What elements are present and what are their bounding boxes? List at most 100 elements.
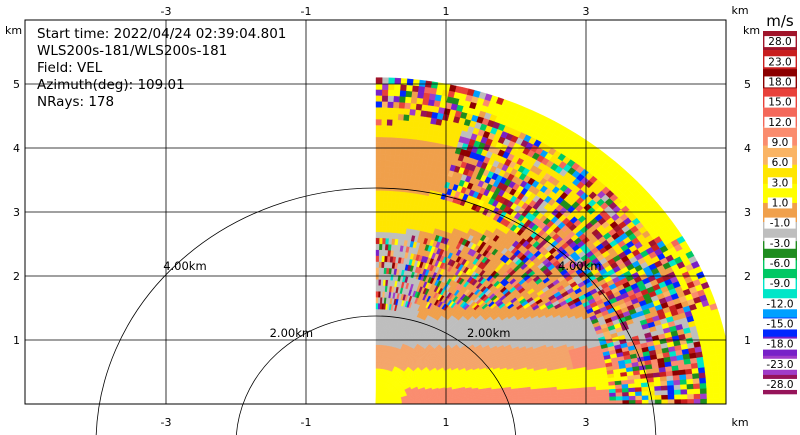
velocity-cell (387, 196, 393, 203)
velocity-cell (679, 378, 688, 385)
velocity-cell (381, 118, 388, 126)
velocity-cell (385, 154, 391, 162)
velocity-cell (383, 202, 388, 209)
velocity-cell (375, 290, 379, 298)
x-tick-label-bottom: -1 (301, 416, 312, 429)
velocity-cell (719, 386, 726, 394)
velocity-cell (392, 101, 400, 109)
velocity-cell (635, 391, 643, 396)
velocity-cell (412, 121, 420, 129)
velocity-cell (390, 202, 396, 210)
velocity-cell (602, 392, 610, 398)
velocity-cell (411, 132, 418, 140)
velocity-cell (406, 132, 413, 140)
velocity-cell (589, 389, 597, 395)
velocity-cell (381, 77, 389, 84)
velocity-cell (379, 202, 384, 209)
x-tick-label-top: 1 (443, 5, 450, 18)
velocity-cell (634, 386, 643, 392)
velocity-cell (382, 213, 388, 221)
velocity-cell (379, 225, 384, 233)
velocity-cell (420, 104, 429, 112)
velocity-cell (430, 81, 439, 89)
velocity-cell (406, 126, 414, 134)
velocity-cell (381, 95, 389, 102)
velocity-cell (402, 167, 408, 175)
velocity-cell (693, 383, 701, 390)
velocity-cell (635, 395, 643, 401)
velocity-cell (380, 124, 387, 132)
velocity-cell (686, 378, 694, 385)
velocity-cell (680, 393, 688, 400)
velocity-cell (413, 115, 421, 123)
velocity-cell (717, 370, 726, 377)
velocity-cell (583, 400, 591, 404)
y-tick-label-left: 2 (13, 270, 20, 283)
velocity-cell (660, 380, 668, 387)
y-tick-label-left: 5 (13, 78, 20, 91)
velocity-cell (381, 249, 386, 257)
velocity-cell (386, 208, 392, 215)
velocity-cell (375, 219, 380, 227)
velocity-cell (377, 308, 380, 316)
velocity-cell (646, 377, 655, 383)
velocity-cell (378, 237, 383, 245)
velocity-cell (398, 95, 406, 103)
velocity-cell (405, 138, 412, 146)
velocity-cell (627, 383, 636, 389)
velocity-cell (397, 119, 404, 127)
velocity-cell (396, 125, 403, 133)
velocity-cell (404, 102, 411, 110)
velocity-cell (699, 382, 707, 389)
velocity-cell (583, 396, 591, 401)
velocity-cell (394, 149, 401, 156)
velocity-cell (385, 220, 391, 227)
velocity-cell (704, 366, 712, 373)
velocity-cell (384, 172, 390, 180)
velocity-cell (381, 89, 389, 96)
instrument-text: WLS200s-181/WLS200s-181 (37, 43, 227, 59)
velocity-cell (647, 390, 656, 396)
velocity-cell (666, 375, 674, 381)
velocity-cell (698, 372, 707, 379)
velocity-cell (602, 388, 610, 394)
velocity-cell (685, 373, 694, 380)
velocity-cell (416, 97, 424, 105)
velocity-cell (392, 178, 398, 186)
velocity-cell (680, 383, 688, 390)
velocity-cell (596, 392, 604, 398)
velocity-cell (602, 396, 610, 401)
info-block: Start time: 2022/04/24 02:39:04.801 WLS2… (37, 26, 286, 110)
velocity-cell (397, 107, 405, 115)
velocity-cell (393, 166, 399, 174)
y-tick-label-right: 3 (744, 206, 751, 219)
velocity-cell (634, 382, 642, 388)
y-tick-label-left: 3 (13, 206, 20, 219)
velocity-cell (380, 130, 387, 138)
velocity-cell (393, 95, 400, 103)
velocity-cell (667, 389, 675, 395)
velocity-cell (381, 83, 389, 90)
velocity-cell (699, 377, 707, 384)
velocity-cell (570, 397, 578, 402)
velocity-cell (405, 84, 413, 92)
velocity-cell (401, 125, 409, 133)
velocity-cell (673, 379, 681, 386)
velocity-cell (622, 399, 630, 404)
velocity-cell (380, 166, 386, 173)
velocity-cell (398, 155, 405, 163)
velocity-cell (377, 297, 381, 304)
velocity-cell (375, 184, 381, 191)
velocity-cell (712, 381, 720, 389)
velocity-cell (615, 391, 623, 397)
velocity-cell (387, 190, 393, 198)
velocity-cell (389, 154, 396, 162)
velocity-cell (408, 114, 416, 122)
velocity-cell (400, 137, 407, 145)
range-ring-label: 4.00km (558, 259, 601, 273)
velocity-cell (722, 358, 726, 366)
velocity-cell (687, 393, 695, 400)
velocity-cell (398, 161, 405, 169)
velocity-cell (690, 362, 699, 369)
